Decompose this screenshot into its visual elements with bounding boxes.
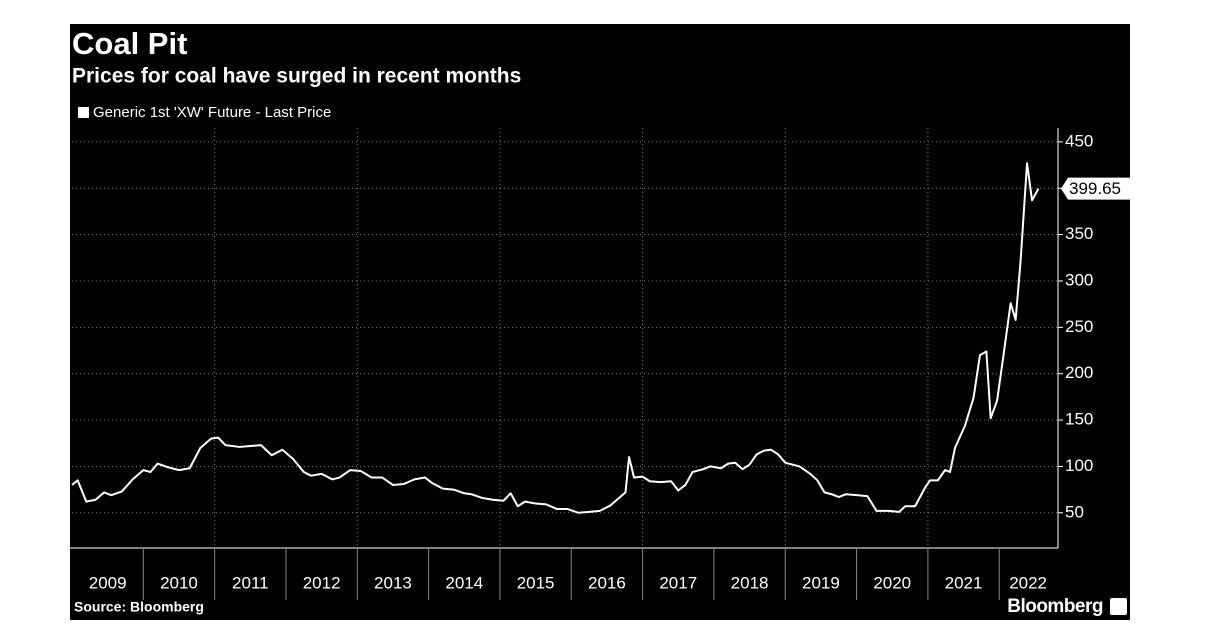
x-tick-label: 2016	[588, 573, 626, 592]
x-tick-label: 2018	[731, 573, 769, 592]
legend-swatch	[78, 107, 89, 118]
x-tick-label: 2014	[445, 573, 483, 592]
chart-background	[70, 24, 1130, 620]
source: Source: Bloomberg	[74, 599, 204, 615]
x-tick-label: 2015	[517, 573, 555, 592]
y-tick-label: 200	[1065, 363, 1093, 382]
x-tick-label: 2022	[1009, 573, 1047, 592]
y-tick-label: 450	[1065, 131, 1093, 150]
x-tick-label: 2011	[232, 573, 269, 592]
x-tick-label: 2009	[89, 573, 127, 592]
brand-logo: Bloomberg	[1007, 596, 1103, 617]
x-tick-label: 2012	[303, 573, 341, 592]
y-tick-label: 350	[1065, 224, 1093, 243]
y-tick-label: 50	[1065, 502, 1084, 521]
x-tick-label: 2020	[873, 573, 911, 592]
last-value-label: 399.65	[1069, 179, 1121, 198]
line	[71, 162, 1040, 514]
x-tick-label: 2013	[374, 573, 412, 592]
chart-subtitle: Prices for coal have surged in recent mo…	[72, 65, 521, 88]
last-value-callout	[1061, 177, 1130, 200]
chart-title: Coal Pit	[72, 26, 187, 61]
x-tick-label: 2017	[659, 573, 697, 592]
y-tick-label: 300	[1065, 270, 1093, 289]
y-tick-label: 150	[1065, 410, 1093, 429]
y-tick-label: 100	[1065, 456, 1093, 475]
x-tick-label: 2010	[160, 573, 198, 592]
x-tick-label: 2021	[945, 573, 983, 592]
y-tick-label: 250	[1065, 317, 1093, 336]
x-tick-label: 2019	[802, 573, 840, 592]
legend-label: Generic 1st 'XW' Future - Last Price	[93, 104, 331, 121]
brand-icon	[1110, 598, 1127, 615]
